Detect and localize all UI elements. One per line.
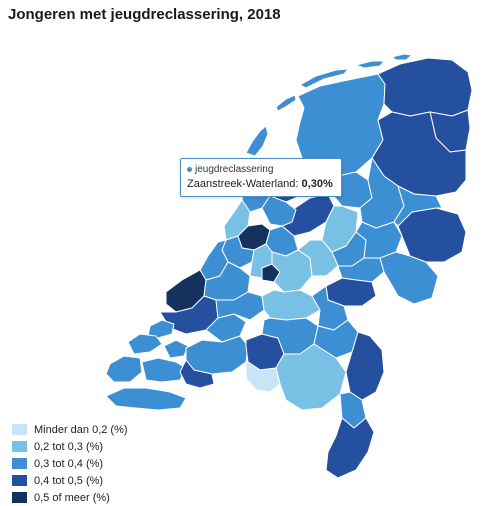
- tooltip-separator: :: [295, 178, 302, 190]
- region-vechtdal[interactable]: [393, 185, 443, 227]
- region-schouwen[interactable]: [127, 333, 163, 355]
- legend-item-2[interactable]: 0,2 tot 0,3 (%): [12, 438, 128, 455]
- region-texel[interactable]: [245, 125, 269, 157]
- region-zaanstreek-waterland[interactable]: [261, 195, 297, 227]
- legend-swatch-5: [12, 492, 27, 503]
- region-terschelling[interactable]: [299, 68, 349, 89]
- legend-item-3[interactable]: 0,3 tot 0,4 (%): [12, 455, 128, 472]
- legend-item-4[interactable]: 0,4 tot 0,5 (%): [12, 472, 128, 489]
- chart-title: Jongeren met jeugdreclassering, 2018: [8, 6, 281, 23]
- legend-label-1: Minder dan 0,2 (%): [34, 423, 128, 436]
- tooltip-series-name: jeugdreclassering: [195, 164, 274, 175]
- legend-swatch-2: [12, 441, 27, 452]
- region-oosterschelde[interactable]: [141, 357, 187, 383]
- legend-swatch-3: [12, 458, 27, 469]
- tooltip-value: 0,30%: [301, 178, 333, 190]
- region-ameland[interactable]: [355, 60, 385, 69]
- region-walcheren[interactable]: [105, 355, 143, 383]
- region-roosendaal[interactable]: [179, 359, 215, 389]
- region-zeeuws-vlaanderen[interactable]: [105, 387, 187, 411]
- map-legend: Minder dan 0,2 (%) 0,2 tot 0,3 (%) 0,3 t…: [12, 421, 128, 506]
- map-tooltip: jeugdreclassering Zaanstreek-Waterland: …: [180, 158, 342, 197]
- region-schiermonnikoog[interactable]: [391, 53, 413, 61]
- legend-swatch-1: [12, 424, 27, 435]
- region-eindhoven[interactable]: [275, 343, 347, 411]
- legend-label-4: 0,4 tot 0,5 (%): [34, 474, 104, 487]
- legend-label-5: 0,5 of meer (%): [34, 491, 110, 504]
- region-drenthe[interactable]: [371, 111, 467, 197]
- region-zuid-limburg[interactable]: [325, 417, 375, 479]
- region-groningen[interactable]: [377, 57, 473, 117]
- region-helmond[interactable]: [245, 361, 281, 393]
- tooltip-region-name: Zaanstreek-Waterland: [187, 178, 296, 190]
- region-tholen[interactable]: [163, 339, 189, 359]
- legend-label-3: 0,3 tot 0,4 (%): [34, 457, 104, 470]
- tooltip-series-dot: [187, 166, 192, 172]
- region-west-brabant[interactable]: [185, 335, 249, 375]
- region-midden-ijssel[interactable]: [355, 221, 403, 259]
- region-vlieland[interactable]: [275, 94, 297, 112]
- legend-item-5[interactable]: 0,5 of meer (%): [12, 489, 128, 506]
- legend-label-2: 0,2 tot 0,3 (%): [34, 440, 104, 453]
- legend-item-1[interactable]: Minder dan 0,2 (%): [12, 421, 128, 438]
- legend-swatch-4: [12, 475, 27, 486]
- region-rivierenland[interactable]: [261, 289, 321, 321]
- region-noord-limburg[interactable]: [345, 331, 385, 401]
